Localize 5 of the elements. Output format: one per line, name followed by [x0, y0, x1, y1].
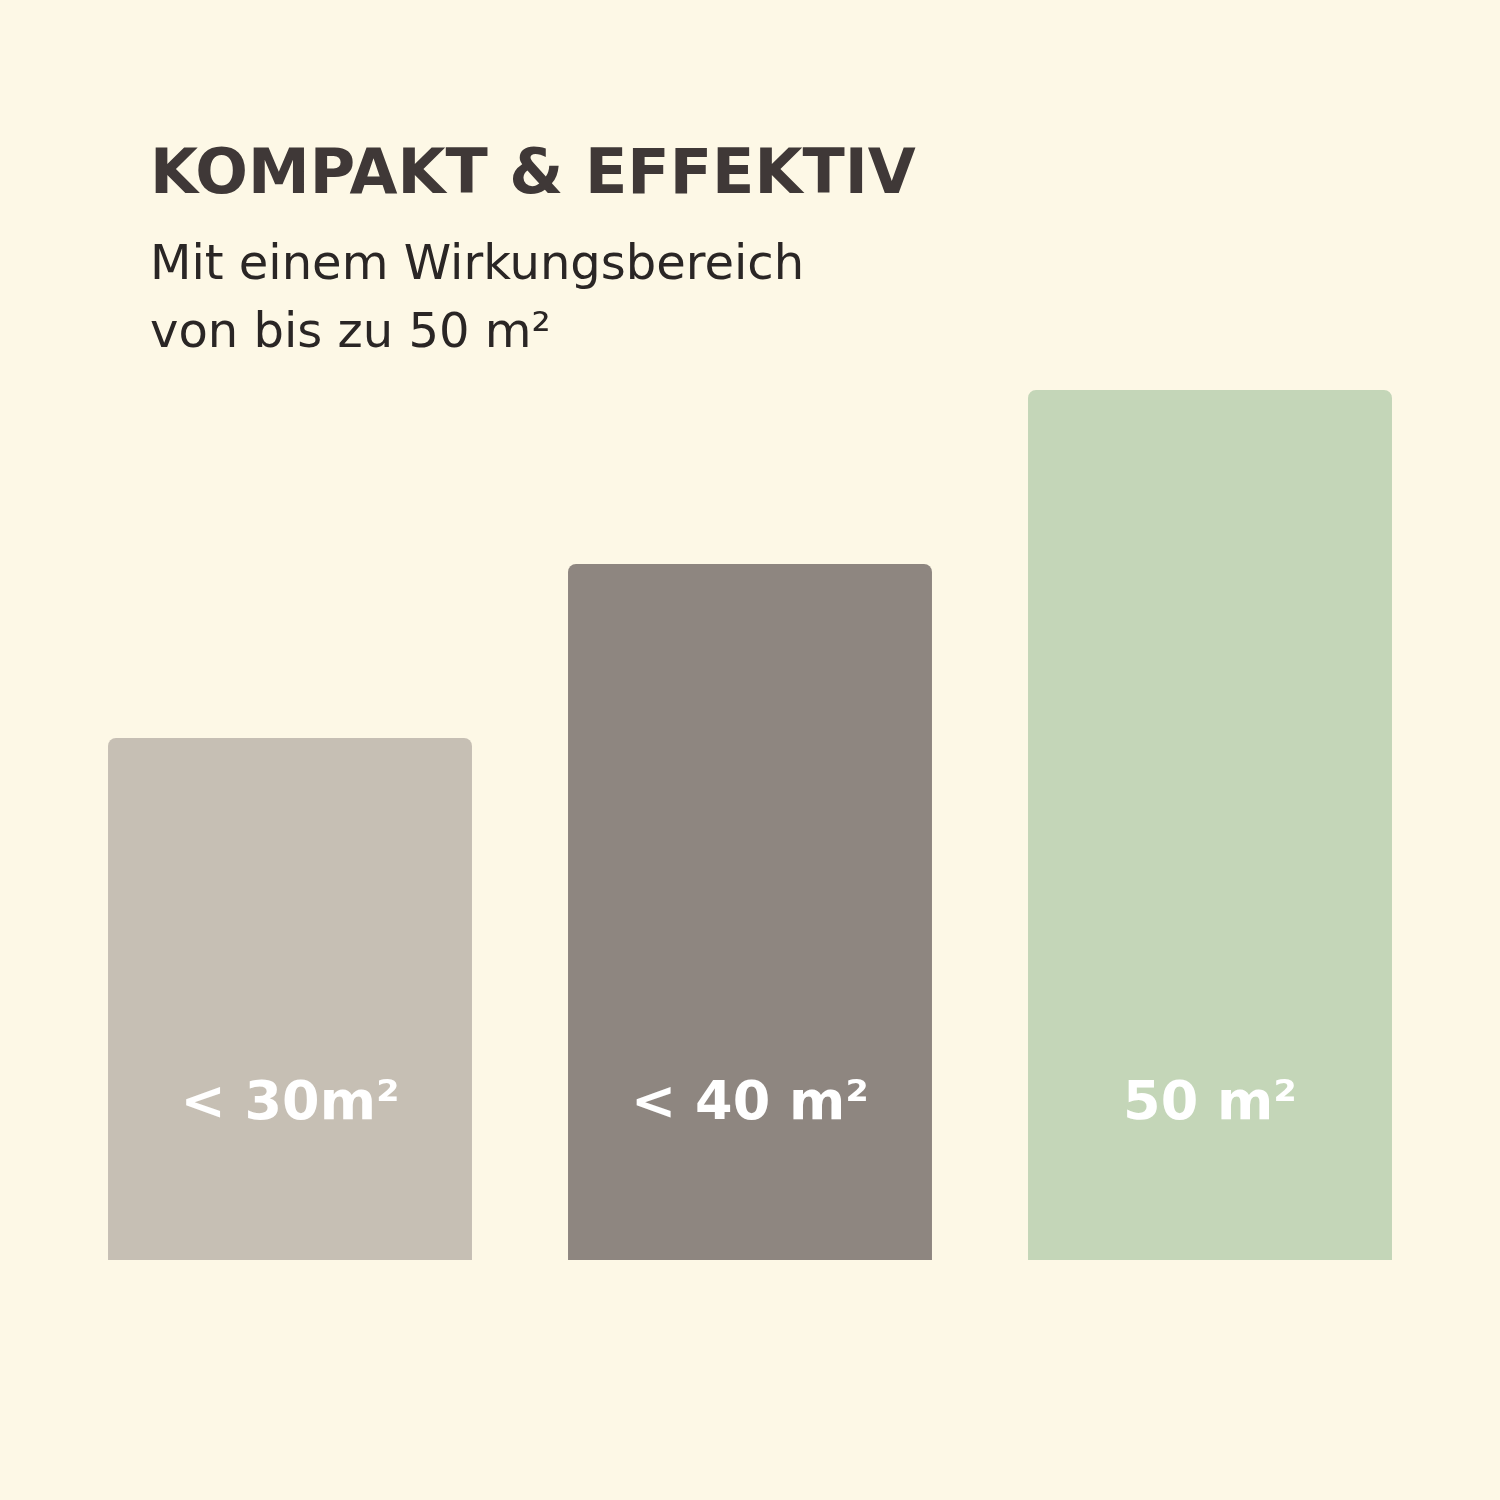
data-label: < 40 m² [631, 1069, 869, 1133]
chart-title: KOMPAKT & EFFEKTIV [150, 135, 916, 208]
chart-subtitle: Mit einem Wirkungsbereich von bis zu 50 m² [150, 233, 806, 360]
data-label: 50 m² [1123, 1069, 1297, 1133]
data-label: < 30m² [180, 1069, 400, 1133]
